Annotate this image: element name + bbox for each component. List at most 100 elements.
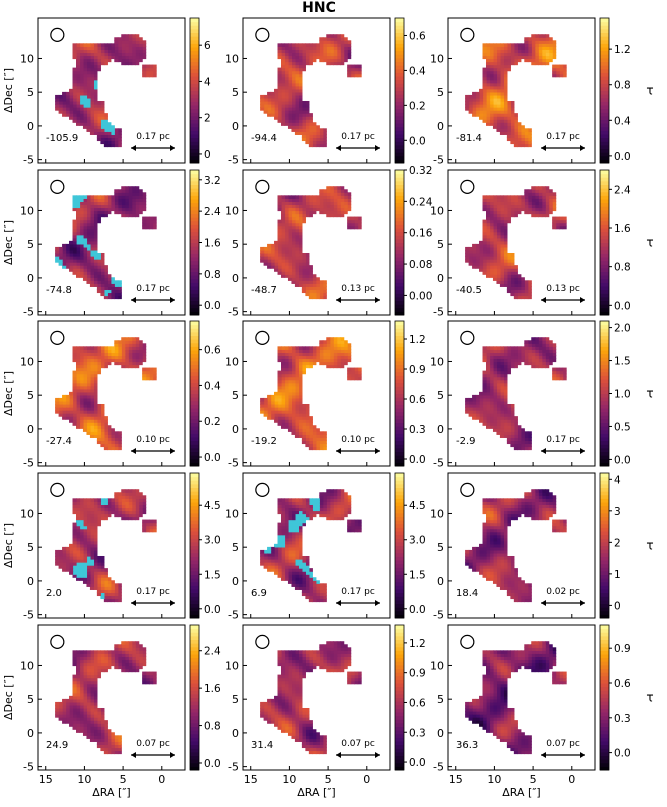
heatmap-cell bbox=[492, 88, 498, 93]
heatmap-cell bbox=[513, 58, 518, 63]
heatmap-cell bbox=[277, 119, 282, 123]
heatmap-cell bbox=[96, 256, 101, 260]
heatmap-cell bbox=[103, 501, 108, 505]
heatmap-cell bbox=[499, 370, 505, 375]
heatmap-cell bbox=[145, 216, 150, 221]
colorbar-segment bbox=[395, 206, 404, 211]
heatmap-cell bbox=[128, 343, 133, 347]
heatmap-cell bbox=[110, 504, 115, 509]
heatmap-cell bbox=[548, 352, 553, 357]
heatmap-cell bbox=[75, 498, 81, 502]
heatmap-cell bbox=[117, 346, 122, 350]
velocity-label: -94.4 bbox=[251, 133, 277, 144]
heatmap-cell bbox=[538, 207, 543, 212]
heatmap-cell bbox=[103, 195, 108, 199]
heatmap-cell bbox=[492, 104, 498, 108]
heatmap-cell bbox=[128, 61, 133, 66]
heatmap-cell bbox=[294, 64, 300, 69]
heatmap-cell bbox=[121, 34, 126, 38]
heatmap-cell bbox=[552, 192, 557, 196]
scale-bar-arrow-left bbox=[336, 297, 341, 303]
heatmap-cell bbox=[489, 58, 494, 63]
heatmap-cell bbox=[291, 76, 296, 81]
heatmap-cell bbox=[75, 391, 81, 396]
heatmap-cell bbox=[124, 352, 129, 357]
heatmap-cell bbox=[534, 352, 539, 357]
colorbar-segment bbox=[600, 426, 609, 431]
heatmap-cell bbox=[548, 346, 553, 350]
heatmap-cell bbox=[267, 256, 272, 260]
heatmap-cell bbox=[79, 46, 84, 50]
heatmap-cell bbox=[131, 498, 136, 502]
colorbar-segment bbox=[600, 123, 609, 128]
heatmap-cell bbox=[121, 52, 126, 57]
heatmap-cell bbox=[489, 79, 494, 84]
colorbar-segment bbox=[395, 18, 404, 23]
heatmap-cell bbox=[65, 397, 70, 402]
heatmap-cell bbox=[96, 519, 101, 524]
heatmap-cell bbox=[305, 137, 310, 142]
heatmap-cell bbox=[121, 337, 126, 341]
heatmap-cell bbox=[72, 388, 77, 393]
heatmap-cell bbox=[559, 376, 564, 381]
heatmap-cell bbox=[72, 107, 77, 111]
heatmap-cell bbox=[114, 513, 119, 518]
heatmap-cell bbox=[333, 40, 338, 44]
heatmap-cell bbox=[301, 204, 306, 209]
heatmap-cell bbox=[114, 55, 119, 60]
heatmap-cell bbox=[347, 367, 352, 372]
heatmap-cell bbox=[82, 498, 88, 502]
heatmap-cell bbox=[96, 580, 101, 584]
colorbar-tick-label: 0.6 bbox=[409, 394, 426, 406]
heatmap-cell bbox=[489, 256, 494, 260]
heatmap-cell bbox=[340, 213, 345, 218]
colorbar-segment bbox=[395, 447, 404, 452]
heatmap-cell bbox=[287, 97, 293, 102]
heatmap-cell bbox=[103, 416, 108, 420]
heatmap-cell bbox=[541, 201, 546, 206]
heatmap-cell bbox=[506, 122, 511, 126]
heatmap-cell bbox=[319, 343, 324, 347]
heatmap-cell bbox=[82, 510, 88, 515]
heatmap-cell bbox=[559, 225, 564, 230]
heatmap-cell bbox=[305, 437, 310, 442]
heatmap-cell bbox=[128, 340, 133, 344]
heatmap-cell bbox=[72, 422, 77, 426]
heatmap-cell bbox=[503, 280, 508, 284]
scale-bar-arrow-right bbox=[580, 145, 585, 151]
heatmap-cell bbox=[343, 349, 348, 353]
heatmap-cell bbox=[510, 104, 515, 108]
heatmap-cell bbox=[485, 216, 491, 221]
heatmap-cell bbox=[499, 231, 505, 236]
heatmap-cell bbox=[291, 231, 296, 236]
heatmap-cell bbox=[72, 416, 77, 420]
heatmap-cell bbox=[305, 431, 310, 435]
colorbar-segment bbox=[600, 126, 609, 131]
heatmap-cell bbox=[531, 195, 536, 199]
colorbar-segment bbox=[395, 159, 404, 164]
heatmap-cell bbox=[294, 73, 300, 78]
heatmap-cell bbox=[301, 422, 306, 426]
heatmap-cell bbox=[527, 143, 532, 148]
heatmap-cell bbox=[82, 519, 88, 524]
heatmap-cell bbox=[510, 280, 515, 284]
heatmap-cell bbox=[287, 219, 293, 224]
colorbar-segment bbox=[395, 86, 404, 91]
colorbar-segment bbox=[600, 228, 609, 233]
heatmap-cell bbox=[524, 283, 529, 287]
heatmap-cell bbox=[96, 559, 101, 563]
heatmap-cell bbox=[541, 58, 546, 63]
heatmap-cell bbox=[89, 82, 95, 87]
heatmap-cell bbox=[350, 216, 355, 221]
heatmap-cell bbox=[284, 100, 289, 105]
heatmap-cell bbox=[475, 416, 480, 420]
velocity-label: -74.8 bbox=[46, 285, 72, 296]
heatmap-cell bbox=[354, 222, 359, 227]
heatmap-cell bbox=[520, 292, 525, 297]
heatmap-cell bbox=[107, 274, 112, 278]
heatmap-cell bbox=[89, 55, 95, 60]
heatmap-cell bbox=[107, 125, 112, 129]
heatmap-cell bbox=[513, 437, 518, 442]
heatmap-cell bbox=[55, 249, 60, 254]
heatmap-cell bbox=[298, 397, 303, 402]
